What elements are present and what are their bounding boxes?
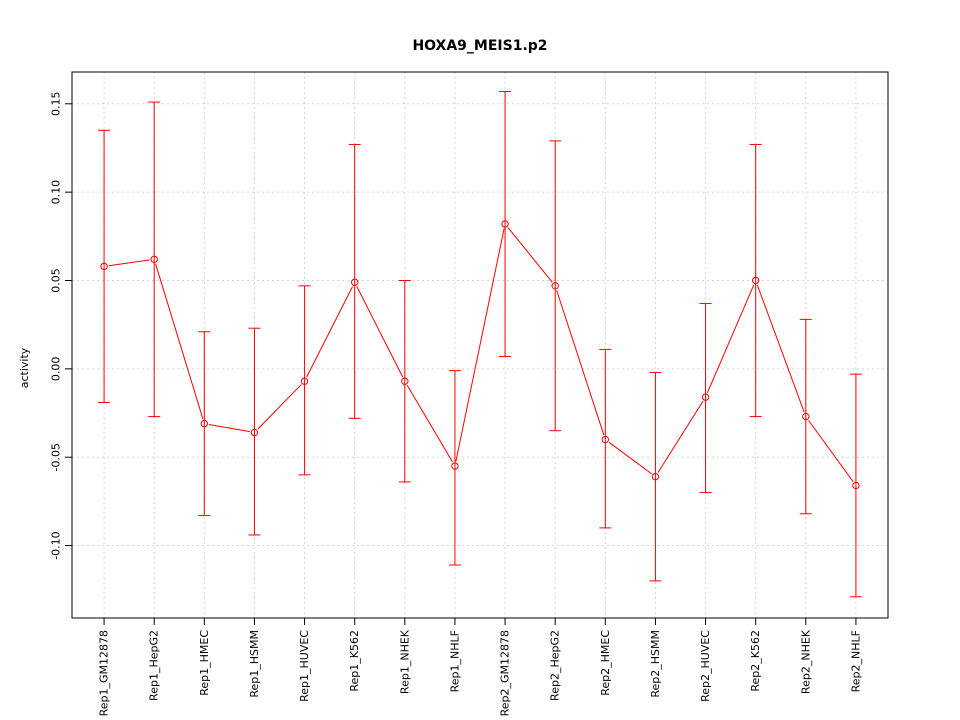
series-layer [98, 90, 862, 598]
series-line-segment [208, 423, 250, 433]
data-point [250, 428, 259, 437]
series-line-segment [756, 284, 805, 413]
data-point [350, 278, 359, 286]
series-line-segment [306, 286, 354, 378]
series-line-segment [108, 259, 150, 267]
data-point [852, 481, 860, 490]
x-tick-label: Rep2_NHLF [849, 630, 862, 692]
x-tick-label: Rep1_HepG2 [148, 630, 161, 701]
x-tick-label: Rep1_GM12878 [98, 630, 111, 716]
x-tick-label: Rep1_K562 [348, 630, 361, 692]
data-point [100, 262, 108, 271]
y-tick-label: -0.10 [50, 531, 63, 559]
x-tick-label: Rep2_HMEC [599, 630, 612, 696]
y-tick-label: -0.05 [50, 443, 63, 471]
x-tick-label: Rep1_NHEK [398, 629, 411, 694]
data-point [300, 377, 309, 385]
x-tick-label: Rep2_NHEK [799, 629, 812, 694]
y-tick-label: 0.10 [50, 180, 63, 205]
series-line-segment [608, 441, 652, 475]
series-line-segment [657, 400, 704, 473]
data-point [451, 462, 459, 470]
data-point [551, 282, 559, 290]
y-axis-label: activity [18, 347, 31, 388]
y-tick-label: 0.05 [50, 268, 63, 293]
x-tick-label: Rep1_HMEC [198, 630, 211, 696]
chart-title: HOXA9_MEIS1.p2 [412, 38, 547, 54]
x-tick-label: Rep1_HUVEC [298, 630, 311, 702]
series-line-segment [808, 420, 854, 482]
series-line-segment [155, 263, 204, 420]
x-tick-label: Rep2_GM12878 [499, 630, 512, 716]
x-tick-label: Rep2_K562 [749, 630, 762, 692]
data-point [150, 255, 158, 264]
x-tick-label: Rep1_HSMM [248, 630, 261, 698]
data-point [501, 220, 509, 228]
data-point [802, 412, 810, 421]
series-line-segment [507, 227, 553, 283]
data-point [401, 377, 409, 385]
x-tick-label: Rep2_HSMM [649, 630, 662, 698]
y-tick-label: 0.15 [50, 92, 63, 117]
series-line-segment [406, 385, 453, 463]
data-point [651, 472, 660, 481]
series-line-segment [455, 228, 505, 462]
data-point [200, 419, 209, 428]
plot-frame [71, 71, 889, 619]
series-line-segment [556, 290, 605, 436]
x-tick-label: Rep2_HepG2 [549, 630, 562, 701]
series-line-segment [257, 384, 302, 430]
data-point [601, 435, 610, 444]
series-line-segment [356, 286, 404, 378]
data-point [751, 276, 760, 285]
x-tick-label: Rep1_NHLF [448, 630, 461, 692]
data-point [701, 393, 710, 401]
y-tick-label: 0.00 [50, 357, 63, 382]
x-tick-label: Rep2_HUVEC [699, 630, 712, 702]
series-line-segment [706, 284, 755, 394]
axes: -0.10 -0.05 0.00 0.05 0.10 0.15 Rep1_GM12878 Re… [50, 92, 863, 717]
